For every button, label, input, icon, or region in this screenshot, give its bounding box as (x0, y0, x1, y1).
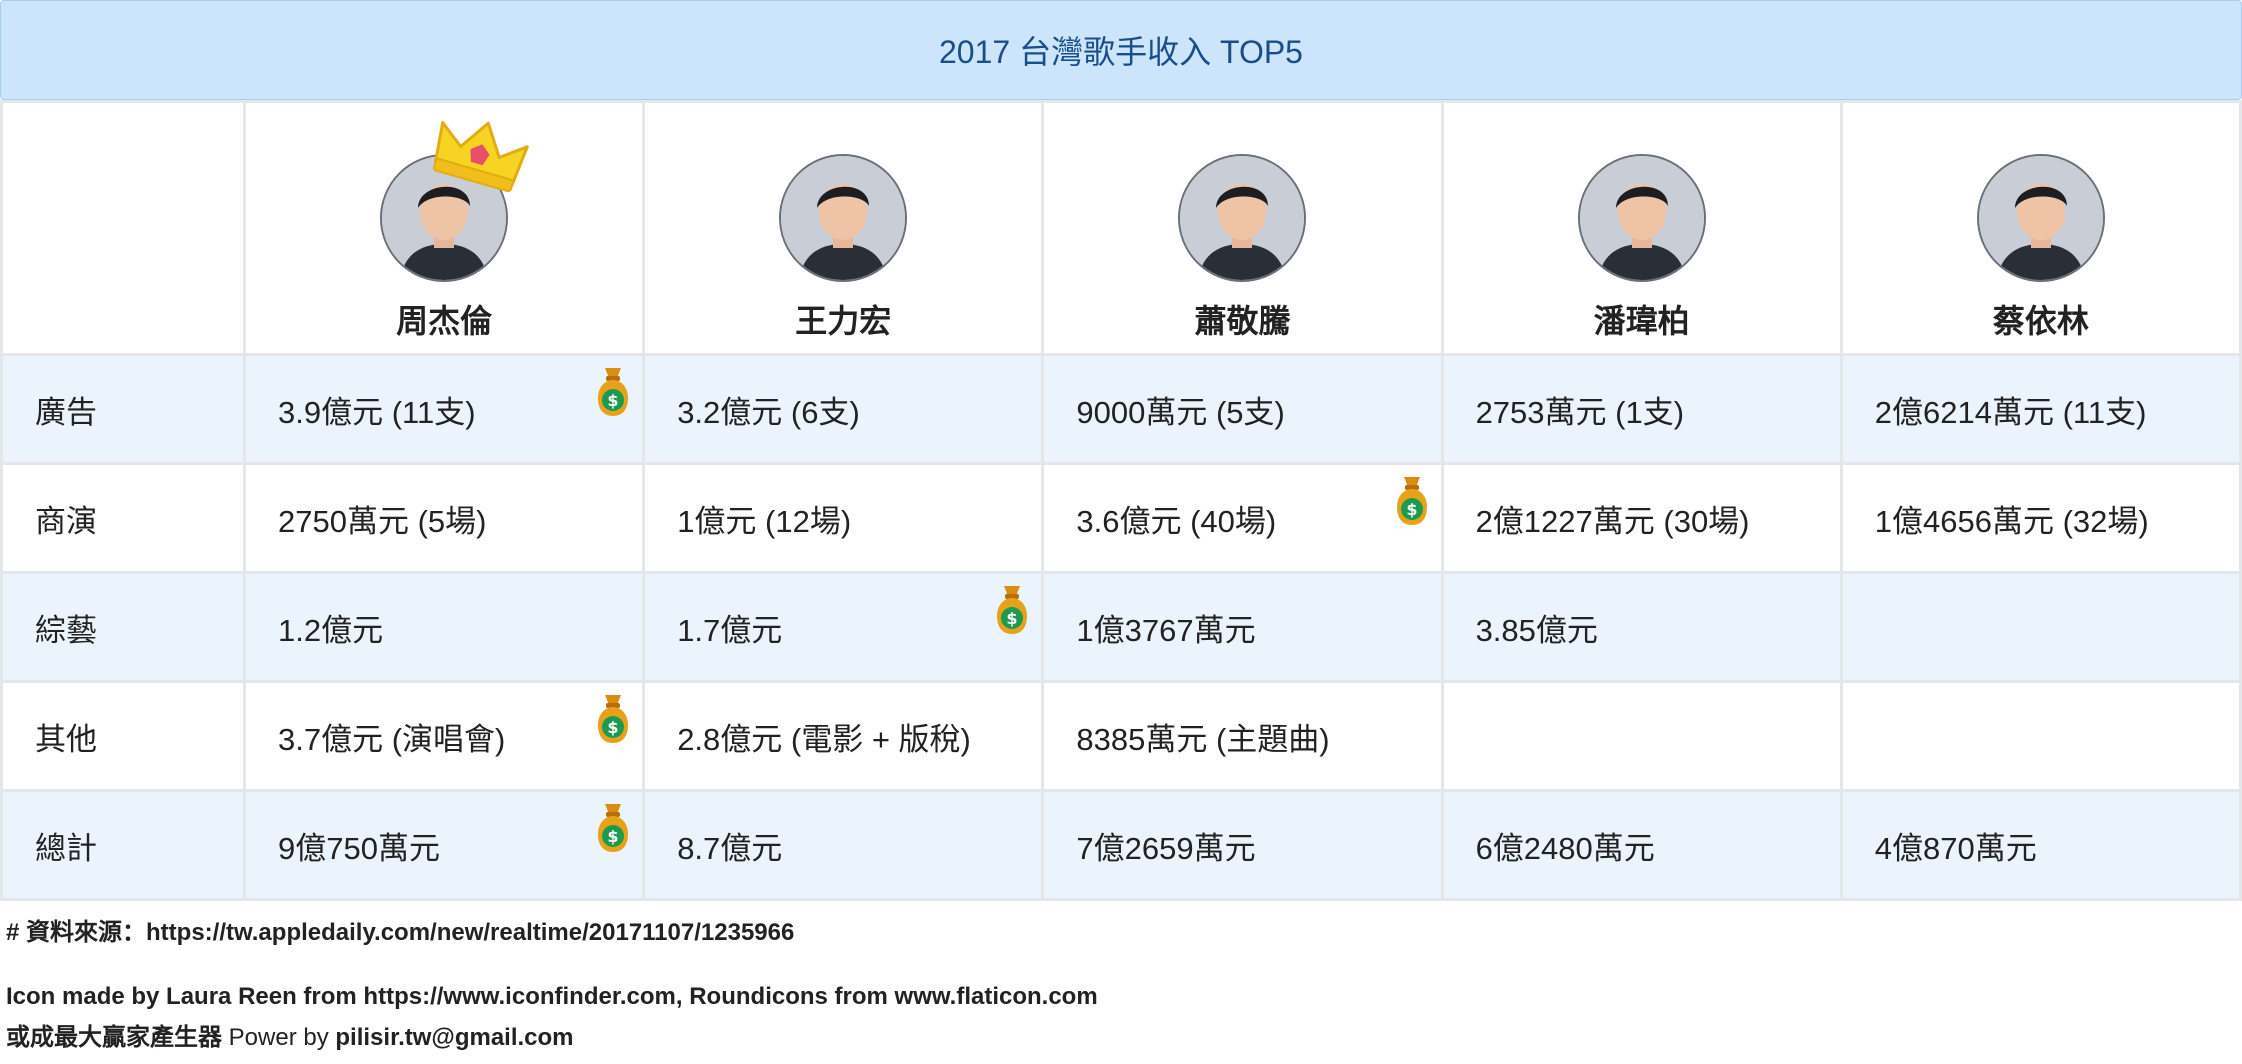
cell-value: 1億3767萬元 (1076, 612, 1256, 648)
value-cell (1839, 680, 2242, 792)
value-cell: 3.7億元 (演唱會) $ (242, 680, 646, 792)
cell-value: 7億2659萬元 (1076, 830, 1256, 866)
value-cell: 1億3767萬元 (1041, 571, 1444, 683)
value-cell: 1億4656萬元 (32場) (1839, 462, 2242, 574)
value-cell: 8.7億元 (642, 789, 1045, 901)
singer-cell: 蔡依林 (1839, 100, 2242, 356)
value-cell: 1.7億元 $ (642, 571, 1045, 683)
table-row: 其他 3.7億元 (演唱會) $ 2.8億元 (電影 + 版稅) 8385萬元 (… (0, 680, 2242, 792)
cell-value: 1.7億元 (677, 612, 783, 648)
cell-value: 3.85億元 (1475, 612, 1598, 648)
value-cell (1440, 680, 1843, 792)
cell-value: 3.7億元 (演唱會) (278, 721, 506, 757)
title-bar: 2017 台灣歌手收入 TOP5 (0, 0, 2242, 100)
power-by-label: Power by (222, 1024, 336, 1051)
cell-value: 3.6億元 (40場) (1076, 503, 1277, 539)
value-cell: 4億870萬元 (1839, 789, 2242, 901)
value-cell: 3.85億元 (1440, 571, 1843, 683)
cell-value: 1億元 (12場) (677, 503, 852, 539)
value-cell (1839, 571, 2242, 683)
page-title: 2017 台灣歌手收入 TOP5 (939, 34, 1303, 70)
cell-value: 4億870萬元 (1874, 830, 2037, 866)
singer-name: 潘瑋柏 (1593, 303, 1690, 339)
money-bag-icon: $ (598, 695, 629, 743)
svg-text:$: $ (608, 391, 619, 410)
cell-value: 2.8億元 (電影 + 版稅) (677, 721, 971, 757)
table-row: 綜藝 1.2億元 1.7億元 $ 1億3767萬元 3.85億元 (0, 571, 2242, 683)
cell-value: 3.2億元 (6支) (677, 394, 860, 430)
singer-name: 周杰倫 (396, 303, 493, 339)
cell-value: 1億4656萬元 (32場) (1874, 503, 2149, 539)
singer-cell: 蕭敬騰 (1041, 100, 1444, 356)
income-table: 周杰倫 王力宏 蕭敬騰 潘瑋柏 蔡依林 廣告 3.9億元 (11支) $ 3.2億 (0, 100, 2242, 901)
value-cell: 3.6億元 (40場) $ (1041, 462, 1444, 574)
table-row: 商演 2750萬元 (5場) 1億元 (12場) 3.6億元 (40場) $ 2億… (0, 462, 2242, 574)
singer-cell: 王力宏 (642, 100, 1045, 356)
value-cell: 8385萬元 (主題曲) (1041, 680, 1444, 792)
singer-name: 蕭敬騰 (1194, 303, 1291, 339)
cell-value: 8.7億元 (677, 830, 783, 866)
value-cell: 3.2億元 (6支) (642, 353, 1045, 465)
cell-value: 3.9億元 (11支) (278, 394, 476, 430)
value-cell: 2億1227萬元 (30場) (1440, 462, 1843, 574)
cell-value: 9億750萬元 (278, 830, 440, 866)
avatar (1976, 154, 2105, 282)
row-label: 總計 (0, 789, 246, 901)
value-cell: 2.8億元 (電影 + 版稅) (642, 680, 1045, 792)
generator-label: 或成最大贏家產生器 (6, 1024, 222, 1051)
svg-text:$: $ (608, 718, 619, 737)
footnotes: # 資料來源：https://tw.appledaily.com/new/rea… (6, 912, 1098, 1052)
author-email: pilisir.tw@gmail.com (335, 1024, 574, 1051)
money-bag-icon: $ (598, 804, 629, 852)
singer-cell: 潘瑋柏 (1440, 100, 1843, 356)
row-label: 綜藝 (0, 571, 246, 683)
avatar (779, 154, 908, 282)
value-cell: 1.2億元 (242, 571, 646, 683)
money-bag-icon: $ (997, 586, 1028, 634)
corner-cell (0, 100, 246, 356)
avatar (1577, 154, 1706, 282)
value-cell: 1億元 (12場) (642, 462, 1045, 574)
value-cell: 2750萬元 (5場) (242, 462, 646, 574)
generator-note: 或成最大贏家產生器 Power by pilisir.tw@gmail.com (6, 1017, 1098, 1052)
avatar (1178, 154, 1307, 282)
cell-value: 8385萬元 (主題曲) (1076, 721, 1330, 757)
cell-value: 2750萬元 (5場) (278, 503, 487, 539)
value-cell: 7億2659萬元 (1041, 789, 1444, 901)
svg-text:$: $ (1406, 500, 1417, 519)
cell-value: 1.2億元 (278, 612, 384, 648)
row-label: 其他 (0, 680, 246, 792)
credit-note: Icon made by Laura Reen from https://www… (6, 983, 1098, 1010)
singer-name: 蔡依林 (1992, 303, 2089, 339)
singer-name: 王力宏 (795, 303, 892, 339)
money-bag-icon: $ (598, 368, 629, 416)
money-bag-icon: $ (1396, 477, 1427, 525)
value-cell: 2億6214萬元 (11支) (1839, 353, 2242, 465)
row-label: 商演 (0, 462, 246, 574)
svg-text:$: $ (608, 827, 619, 846)
cell-value: 2億1227萬元 (30場) (1475, 503, 1750, 539)
cell-value: 2億6214萬元 (11支) (1874, 394, 2147, 430)
svg-text:$: $ (1007, 609, 1018, 628)
cell-value: 2753萬元 (1支) (1475, 394, 1685, 430)
value-cell: 3.9億元 (11支) $ (242, 353, 646, 465)
crown-icon (432, 121, 529, 192)
value-cell: 9億750萬元 $ (242, 789, 646, 901)
value-cell: 9000萬元 (5支) (1041, 353, 1444, 465)
source-note: # 資料來源：https://tw.appledaily.com/new/rea… (6, 919, 795, 946)
cell-value: 6億2480萬元 (1475, 830, 1655, 866)
row-label: 廣告 (0, 353, 246, 465)
value-cell: 2753萬元 (1支) (1440, 353, 1843, 465)
table-row: 廣告 3.9億元 (11支) $ 3.2億元 (6支) 9000萬元 (5支) 2… (0, 353, 2242, 465)
cell-value: 9000萬元 (5支) (1076, 394, 1285, 430)
singer-header-row: 周杰倫 王力宏 蕭敬騰 潘瑋柏 蔡依林 (0, 100, 2242, 356)
value-cell: 6億2480萬元 (1440, 789, 1843, 901)
table-row: 總計 9億750萬元 $ 8.7億元 7億2659萬元 6億2480萬元 4億87… (0, 789, 2242, 901)
